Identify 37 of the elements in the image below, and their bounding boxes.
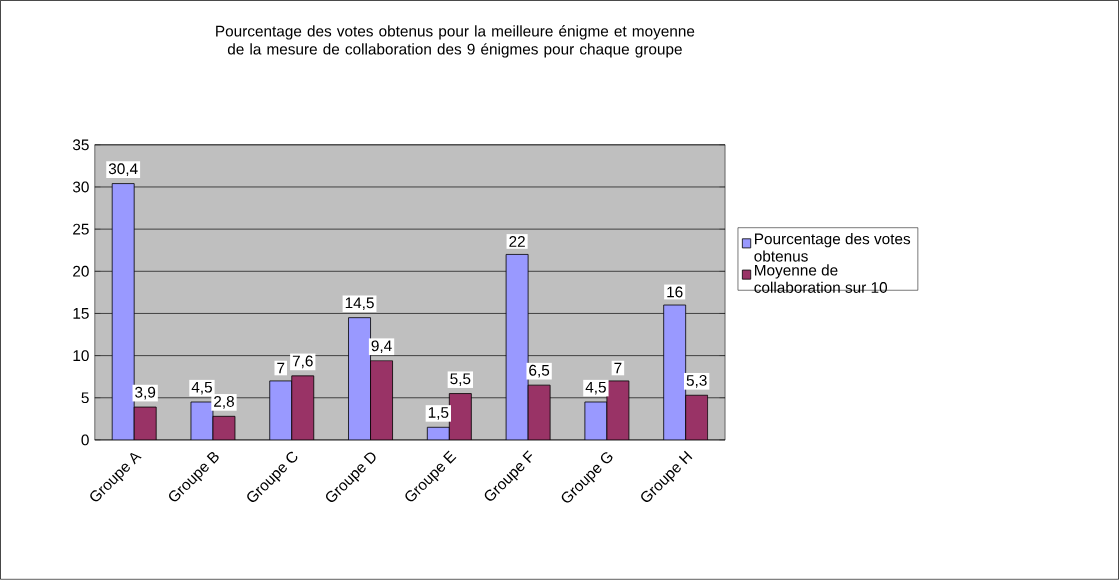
- data-label: 2,8: [214, 396, 234, 409]
- chart-title: Pourcentage des votes obtenus pour la meilleure énigme et moyenne de la mesure de collaboration des 9 énigmes pour chaque groupe: [216, 25, 695, 58]
- data-label: 30,4: [108, 163, 138, 177]
- data-label: 3,9: [135, 386, 156, 400]
- legend-label: Moyenne de collaboration sur 10: [754, 264, 888, 294]
- data-label: 9,4: [371, 340, 392, 354]
- bar: [269, 380, 293, 441]
- bar: [448, 393, 472, 441]
- data-label: 16: [667, 286, 683, 298]
- bar: [663, 304, 687, 441]
- y-tick-label: 10: [73, 350, 89, 362]
- bar: [348, 317, 371, 441]
- bar: [685, 394, 709, 441]
- data-label: 1,5: [428, 407, 449, 420]
- bar: [133, 406, 157, 441]
- data-label: 4,5: [191, 382, 212, 395]
- bar: [505, 254, 529, 441]
- data-label: 7,6: [292, 355, 313, 369]
- bar: [111, 183, 135, 441]
- data-label: 5,3: [686, 375, 707, 388]
- data-label: 22: [509, 236, 525, 247]
- bar: [291, 375, 315, 441]
- y-tick-label: 15: [73, 308, 89, 319]
- data-label: 6,5: [529, 364, 550, 378]
- legend-label: Pourcentage des votes obtenus: [754, 233, 911, 262]
- y-tick-label: 30: [72, 181, 89, 193]
- data-label: 7: [277, 362, 285, 374]
- bar: [370, 360, 393, 441]
- y-tick-label: 20: [73, 265, 89, 277]
- data-label: 4,5: [585, 382, 606, 395]
- y-tick-label: 5: [81, 392, 89, 404]
- data-label: 14,5: [345, 297, 374, 311]
- y-tick-label: 35: [72, 139, 89, 151]
- data-label: 5,5: [450, 373, 471, 387]
- data-label: 7: [614, 362, 622, 374]
- y-tick-label: 0: [81, 434, 89, 446]
- y-tick-label: 25: [73, 223, 89, 235]
